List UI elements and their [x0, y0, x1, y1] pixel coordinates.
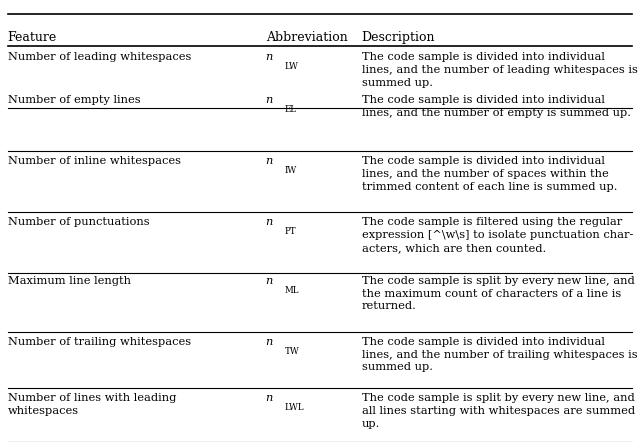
Text: n: n: [266, 276, 273, 286]
Text: Number of leading whitespaces: Number of leading whitespaces: [8, 52, 191, 62]
Text: PT: PT: [285, 227, 296, 236]
Text: The code sample is filtered using the regular
expression [^\w\s] to isolate punc: The code sample is filtered using the re…: [362, 217, 633, 253]
Text: The code sample is divided into individual
lines, and the number of leading whit: The code sample is divided into individu…: [362, 52, 637, 88]
Text: The code sample is divided into individual
lines, and the number of empty is sum: The code sample is divided into individu…: [362, 95, 630, 118]
Text: IW: IW: [285, 166, 297, 175]
Text: n: n: [266, 337, 273, 347]
Text: TW: TW: [285, 347, 300, 355]
Text: Number of trailing whitespaces: Number of trailing whitespaces: [8, 337, 191, 347]
Text: Maximum line length: Maximum line length: [8, 276, 131, 286]
Text: Abbreviation: Abbreviation: [266, 31, 348, 44]
Text: ML: ML: [285, 286, 300, 294]
Text: Number of inline whitespaces: Number of inline whitespaces: [8, 156, 180, 167]
Text: The code sample is divided into individual
lines, and the number of trailing whi: The code sample is divided into individu…: [362, 337, 637, 373]
Text: Feature: Feature: [8, 31, 57, 44]
Text: n: n: [266, 217, 273, 228]
Text: LW: LW: [285, 62, 299, 71]
Text: n: n: [266, 393, 273, 404]
Text: The code sample is split by every new line, and
all lines starting with whitespa: The code sample is split by every new li…: [362, 393, 635, 429]
Text: Description: Description: [362, 31, 435, 44]
Text: n: n: [266, 95, 273, 106]
Text: The code sample is split by every new line, and
the maximum count of characters : The code sample is split by every new li…: [362, 276, 634, 312]
Text: Number of empty lines: Number of empty lines: [8, 95, 140, 106]
Text: Number of punctuations: Number of punctuations: [8, 217, 149, 228]
Text: n: n: [266, 52, 273, 62]
Text: Number of lines with leading
whitespaces: Number of lines with leading whitespaces: [8, 393, 176, 416]
Text: LWL: LWL: [285, 403, 305, 412]
Text: EL: EL: [285, 105, 297, 114]
Text: n: n: [266, 156, 273, 167]
Text: The code sample is divided into individual
lines, and the number of spaces withi: The code sample is divided into individu…: [362, 156, 617, 192]
